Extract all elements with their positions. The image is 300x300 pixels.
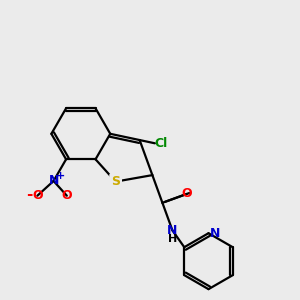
Text: H: H — [168, 234, 177, 244]
Text: O: O — [32, 189, 43, 202]
Text: N: N — [48, 175, 59, 188]
Text: N: N — [209, 227, 220, 240]
Text: N: N — [167, 224, 178, 237]
Text: O: O — [182, 188, 192, 200]
Text: S: S — [111, 175, 120, 188]
Text: -: - — [26, 187, 32, 202]
Text: Cl: Cl — [154, 137, 168, 150]
Text: +: + — [56, 171, 65, 181]
Text: O: O — [61, 189, 72, 202]
